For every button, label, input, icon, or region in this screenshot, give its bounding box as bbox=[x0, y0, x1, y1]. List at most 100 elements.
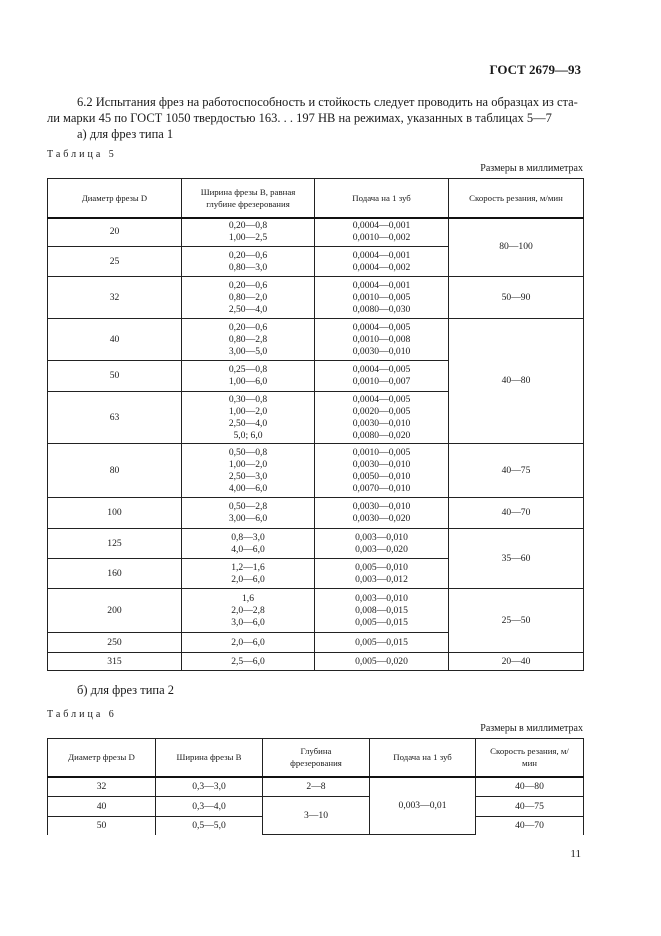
width-value: 2,0—6,0 bbox=[231, 636, 265, 648]
feed-value: 0,0010—0,008 bbox=[352, 333, 411, 345]
table-row: 160 1,2—1,6 2,0—6,0 0,005—0,010 0,003—0,012 bbox=[47, 558, 584, 589]
feed-value: 0,0050—0,010 bbox=[352, 470, 411, 482]
feed-value: 0,0030—0,010 bbox=[352, 501, 411, 512]
feed-cell: 0,005—0,015 bbox=[314, 632, 449, 653]
feed-value: 0,0010—0,002 bbox=[352, 232, 411, 244]
width-value: 3,00—6,0 bbox=[228, 513, 268, 524]
table-row: 32 0,3—3,0 2—8 0,003—0,01 40—80 bbox=[47, 776, 584, 835]
diameter-cell: 20 bbox=[47, 217, 182, 247]
item-a: а) для фрез типа 1 bbox=[77, 127, 174, 141]
feed-value: 0,005—0,010 bbox=[355, 561, 408, 573]
width-cell: 0,3—3,0 bbox=[155, 776, 263, 797]
width-value: 3,0—6,0 bbox=[231, 616, 265, 628]
table-row: 250 2,0—6,0 0,005—0,015 bbox=[47, 632, 584, 653]
width-value: 0,80—2,8 bbox=[228, 333, 268, 345]
table5-caption: Таблица 5 bbox=[47, 149, 117, 160]
width-value: 0,50—2,8 bbox=[228, 501, 268, 512]
width-cell: 2,5—6,0 bbox=[181, 652, 315, 671]
width-value: 0,80—3,0 bbox=[228, 261, 268, 273]
width-value: 3,00—5,0 bbox=[228, 345, 268, 357]
table-row: 200 1,6 2,0—2,8 3,0—6,0 0,003—0,010 0,008—0,0… bbox=[47, 588, 584, 653]
feed-value: 0,0030—0,010 bbox=[352, 417, 411, 429]
feed-value: 0,0004—0,005 bbox=[352, 393, 411, 405]
header-diameter: Диаметр фрезы D bbox=[47, 178, 182, 219]
diameter-cell: 200 bbox=[47, 588, 182, 633]
width-cell: 0,20—0,8 1,00—2,5 bbox=[181, 217, 315, 247]
diameter-cell: 125 bbox=[47, 528, 182, 559]
feed-value: 0,0010—0,005 bbox=[352, 291, 411, 303]
width-value: 0,20—0,8 bbox=[228, 220, 268, 232]
diameter-cell: 315 bbox=[47, 652, 182, 671]
table-6: Диаметр фрезы D Ширина фрезы B Глубина ф… bbox=[47, 738, 584, 835]
item-b: б) для фрез типа 2 bbox=[77, 683, 174, 697]
width-value: 1,6 bbox=[242, 592, 254, 604]
table-row: 80 0,50—0,8 1,00—2,0 2,50—3,0 4,00—6,0 0,0010… bbox=[47, 443, 584, 498]
width-cell: 1,6 2,0—2,8 3,0—6,0 bbox=[181, 588, 315, 633]
diameter-cell: 80 bbox=[47, 443, 182, 498]
width-value: 0,80—2,0 bbox=[228, 291, 268, 303]
feed-value: 0,0020—0,005 bbox=[352, 405, 411, 417]
width-value: 1,00—2,0 bbox=[228, 405, 268, 417]
table5-units: Размеры в миллиметрах bbox=[480, 163, 583, 174]
table-row: 63 0,30—0,8 1,00—2,0 2,50—4,0 5,0; 6,0 0,0004… bbox=[47, 391, 584, 444]
feed-cell: 0,0010—0,005 0,0030—0,010 0,0050—0,010 0,00… bbox=[314, 443, 449, 498]
feed-cell: 0,003—0,010 0,008—0,015 0,005—0,015 bbox=[314, 588, 449, 633]
table-row: 100 0,50—2,8 3,00—6,0 0,0030—0,010 0,0030—0,… bbox=[47, 497, 584, 529]
depth-cell: 3—10 bbox=[262, 796, 370, 835]
width-value: 4,00—6,0 bbox=[228, 482, 268, 494]
width-value: 0,30—0,8 bbox=[228, 393, 268, 405]
diameter-cell: 100 bbox=[47, 497, 182, 529]
feed-value: 0,0030—0,010 bbox=[352, 458, 411, 470]
feed-cell: 0,005—0,010 0,003—0,012 bbox=[314, 558, 449, 589]
width-value: 5,0; 6,0 bbox=[233, 429, 263, 441]
feed-value: 0,0080—0,020 bbox=[352, 429, 411, 441]
depth-cell: 2—8 bbox=[262, 776, 370, 797]
feed-cell: 0,003—0,01 bbox=[369, 776, 476, 835]
table6-caption: Таблица 6 bbox=[47, 709, 117, 720]
width-value: 1,00—2,5 bbox=[228, 232, 268, 244]
table-row: 40 0,20—0,6 0,80—2,8 3,00—5,0 0,0004—0,005 0,… bbox=[47, 318, 584, 444]
header-width: Ширина фрезы B, равная глубине фрезерова… bbox=[181, 178, 315, 219]
width-value: 2,0—2,8 bbox=[231, 604, 265, 616]
diameter-cell: 40 bbox=[47, 796, 156, 817]
feed-cell: 0,0004—0,005 0,0010—0,007 bbox=[314, 360, 449, 392]
feed-value: 0,003—0,020 bbox=[355, 543, 408, 555]
diameter-cell: 40 bbox=[47, 318, 182, 361]
width-value: 0,50—0,8 bbox=[228, 446, 268, 458]
feed-value: 0,005—0,015 bbox=[355, 616, 408, 628]
width-cell: 0,50—0,8 1,00—2,0 2,50—3,0 4,00—6,0 bbox=[181, 443, 315, 498]
width-cell: 0,50—2,8 3,00—6,0 bbox=[181, 497, 315, 529]
table6-units: Размеры в миллиметрах bbox=[480, 723, 583, 734]
header-diameter: Диаметр фрезы D bbox=[47, 738, 156, 778]
page-number: 11 bbox=[570, 848, 581, 860]
feed-value: 0,005—0,015 bbox=[355, 636, 408, 648]
feed-value: 0,0004—0,001 bbox=[352, 220, 411, 232]
feed-cell: 0,0004—0,005 0,0020—0,005 0,0030—0,010 0,00… bbox=[314, 391, 449, 444]
feed-value: 0,005—0,020 bbox=[355, 655, 408, 667]
diameter-cell: 25 bbox=[47, 246, 182, 277]
header-feed: Подача на 1 зуб bbox=[369, 738, 476, 778]
feed-value: 0,0004—0,001 bbox=[352, 279, 411, 291]
feed-value: 0,0004—0,001 bbox=[352, 249, 411, 261]
width-value: 0,8—3,0 bbox=[231, 531, 265, 543]
document-code: ГОСТ 2679—93 bbox=[489, 62, 581, 77]
width-value: 1,2—1,6 bbox=[231, 561, 265, 573]
speed-cell: 40—75 bbox=[448, 443, 584, 498]
diameter-cell: 50 bbox=[47, 816, 156, 835]
table-row: 50 0,5—5,0 40—70 bbox=[47, 816, 584, 835]
table-row: 25 0,20—0,6 0,80—3,0 0,0004—0,001 0,0004—0,0… bbox=[47, 246, 584, 277]
width-cell: 0,8—3,0 4,0—6,0 bbox=[181, 528, 315, 559]
width-cell: 0,30—0,8 1,00—2,0 2,50—4,0 5,0; 6,0 bbox=[181, 391, 315, 444]
diameter-cell: 32 bbox=[47, 776, 156, 797]
width-value: 2,50—4,0 bbox=[228, 417, 268, 429]
feed-value: 0,0030—0,010 bbox=[352, 345, 411, 357]
width-cell: 0,5—5,0 bbox=[155, 816, 263, 835]
width-value: 4,0—6,0 bbox=[231, 543, 265, 555]
width-cell: 1,2—1,6 2,0—6,0 bbox=[181, 558, 315, 589]
table-row: 50 0,25—0,8 1,00—6,0 0,0004—0,005 0,0010—0,0… bbox=[47, 360, 584, 392]
feed-cell: 0,003—0,010 0,003—0,020 bbox=[314, 528, 449, 559]
header-feed: Подача на 1 зуб bbox=[314, 178, 449, 219]
width-cell: 0,20—0,6 0,80—2,8 3,00—5,0 bbox=[181, 318, 315, 361]
paragraph-line-1: 6.2 Испытания фрез на работоспособность … bbox=[77, 95, 578, 109]
diameter-cell: 250 bbox=[47, 632, 182, 653]
